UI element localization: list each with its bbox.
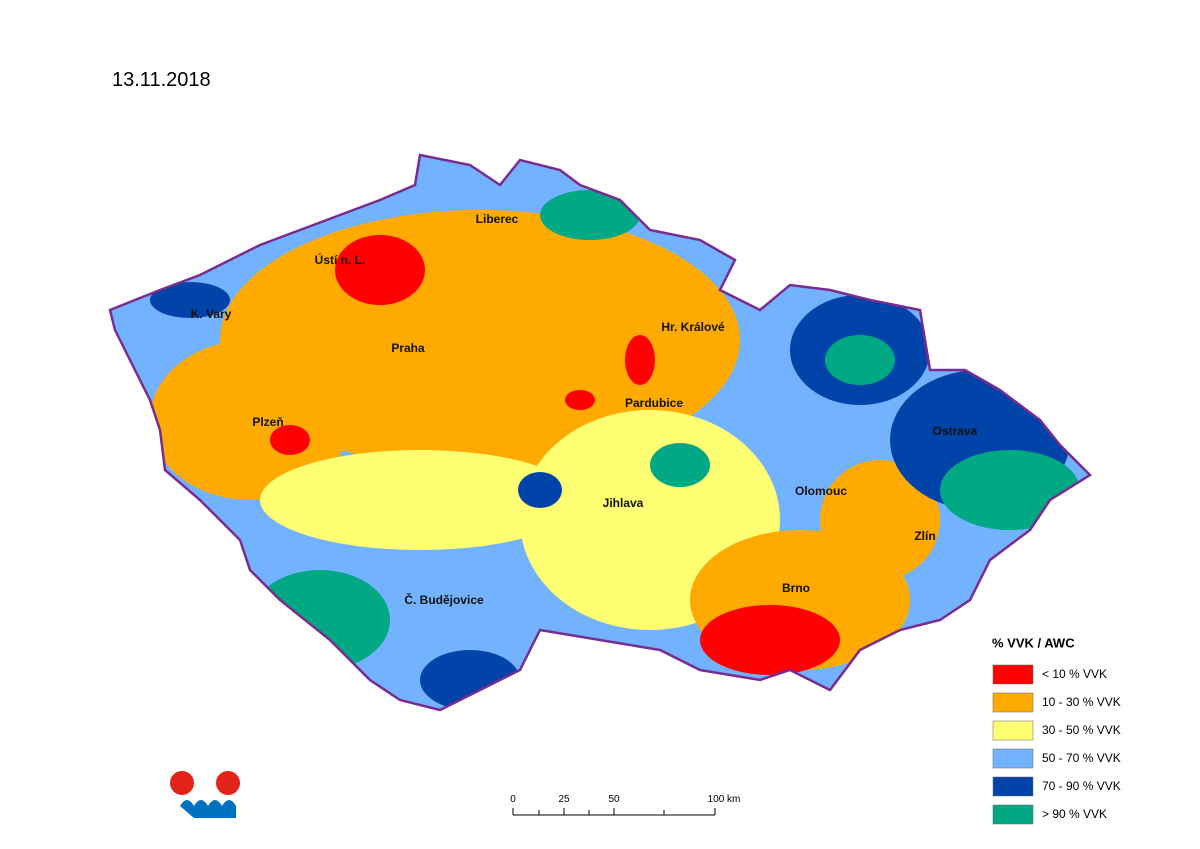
legend-label: > 90 % VVK (1042, 807, 1107, 821)
scale-bar: 0 25 50 100 km (510, 794, 741, 816)
city-label: Ústí n. L. (315, 252, 366, 267)
scale-label: 0 (510, 794, 516, 805)
city-label: Olomouc (795, 484, 847, 498)
legend-label: 10 - 30 % VVK (1042, 695, 1121, 709)
logo (170, 771, 240, 818)
legend-swatch (992, 776, 1034, 797)
city-label: Ostrava (933, 424, 978, 438)
legend-label: 70 - 90 % VVK (1042, 779, 1121, 793)
scale-label: 100 km (708, 794, 741, 805)
legend-swatch (992, 748, 1034, 769)
map-date: 13.11.2018 (112, 69, 211, 91)
country-border (108, 153, 1092, 712)
city-label: Pardubice (625, 396, 683, 410)
legend-label: < 10 % VVK (1042, 667, 1107, 681)
city-label: Č. Budějovice (404, 592, 484, 607)
city-label: Jihlava (603, 496, 644, 510)
city-label: Zlín (914, 529, 935, 543)
scale-label: 50 (608, 794, 620, 805)
legend-swatch (992, 692, 1034, 713)
legend-swatch (992, 804, 1034, 825)
legend-swatch (992, 664, 1034, 685)
city-label: K. Vary (191, 307, 232, 321)
legend-label: 30 - 50 % VVK (1042, 723, 1121, 737)
city-label: Plzeň (252, 415, 283, 429)
legend-title: % VVK / AWC (992, 635, 1075, 650)
city-label: Liberec (476, 212, 519, 226)
city-labels: Liberec Ústí n. L. K. Vary Praha Hr. Krá… (191, 212, 978, 607)
city-label: Brno (782, 581, 810, 595)
legend-label: 50 - 70 % VVK (1042, 751, 1121, 765)
legend-items: < 10 % VVK 10 - 30 % VVK 30 - 50 % VVK 50 -… (992, 664, 1121, 825)
legend: % VVK / AWC < 10 % VVK 10 - 30 % VVK 30 - … (992, 635, 1121, 825)
city-label: Praha (391, 341, 425, 355)
scale-label: 25 (558, 794, 570, 805)
city-label: Hr. Králové (661, 320, 725, 334)
legend-swatch (992, 720, 1034, 741)
